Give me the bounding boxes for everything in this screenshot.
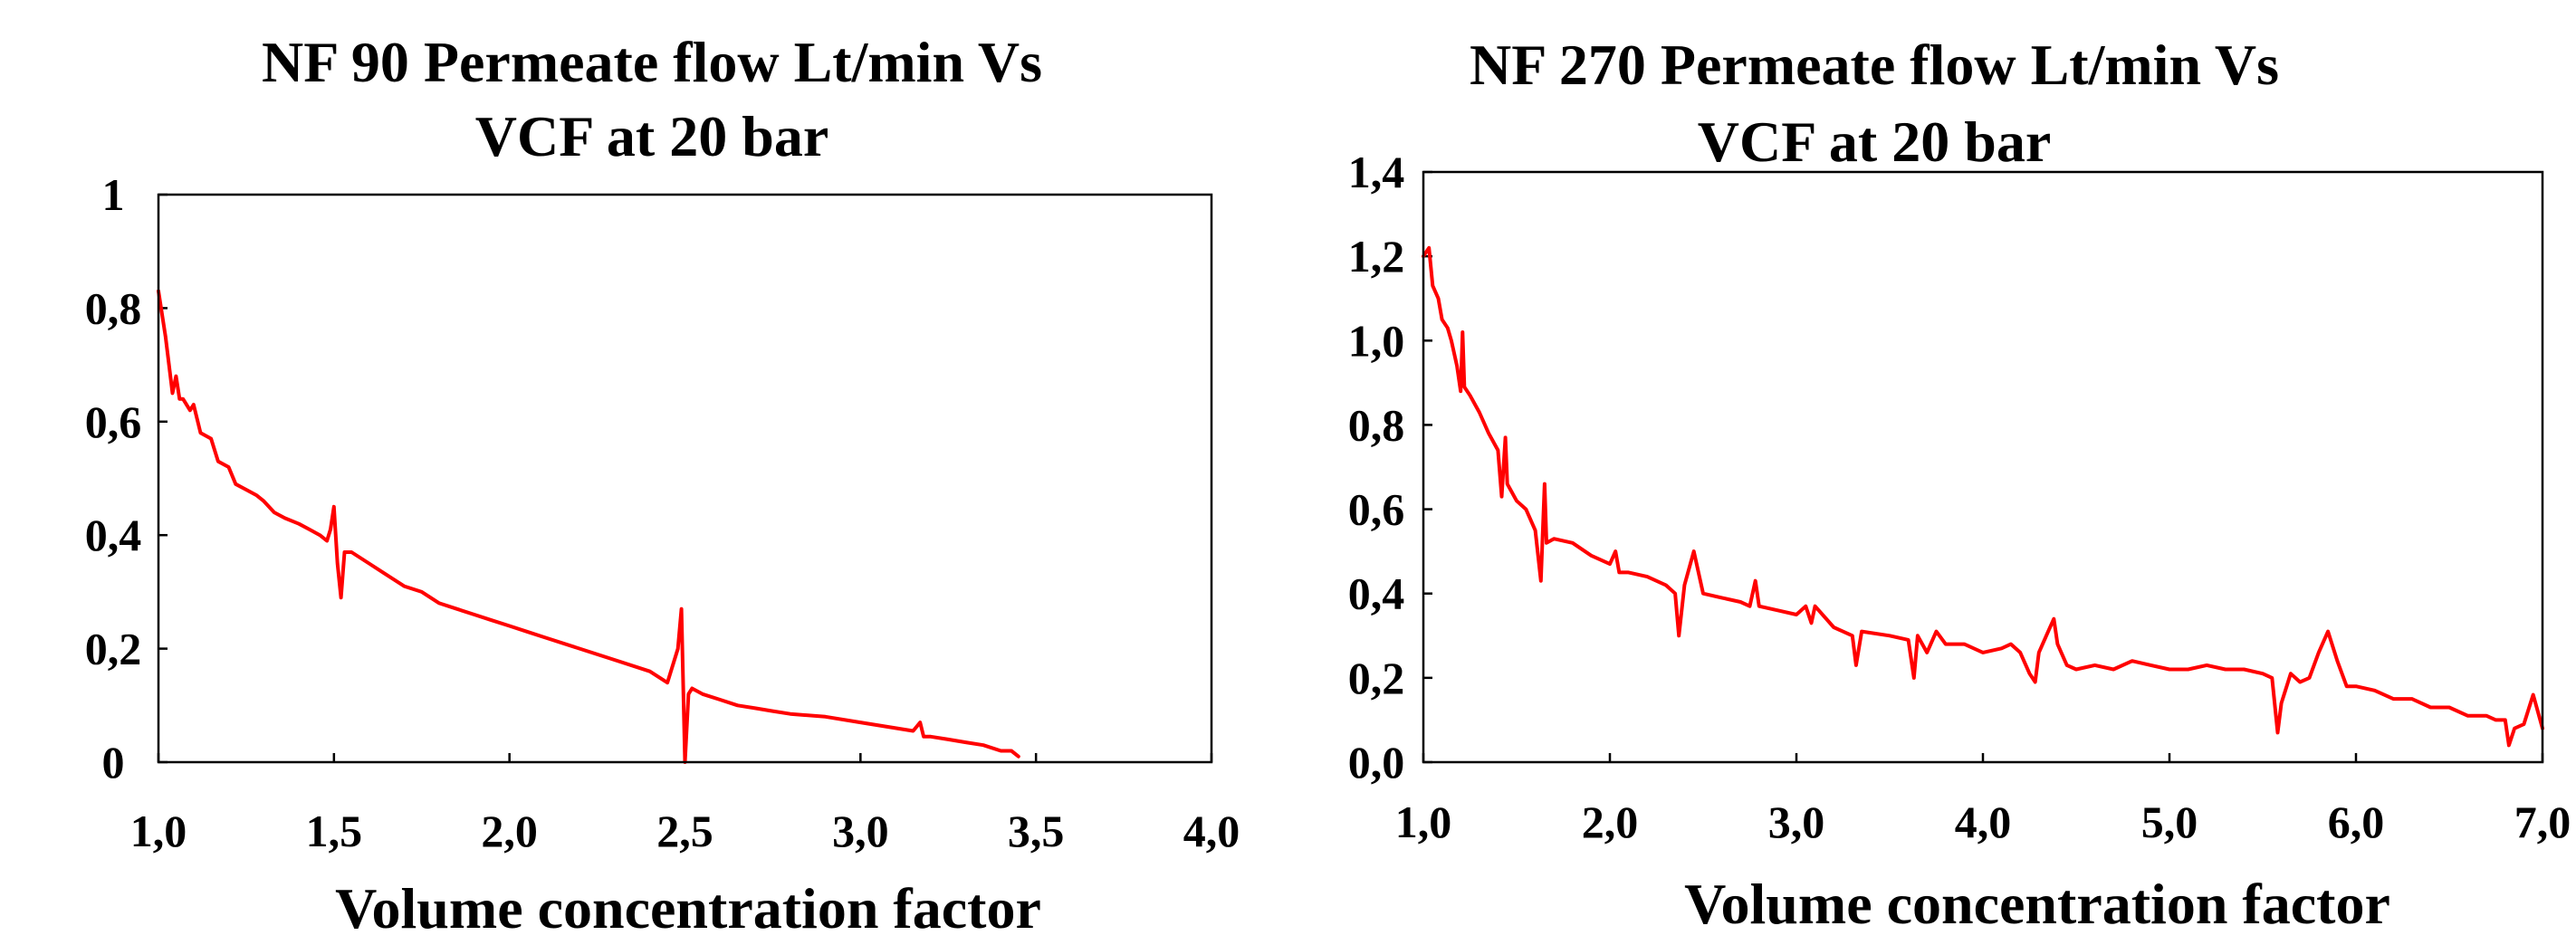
chart-title-line-2: VCF at 20 bar [475,104,828,168]
y-tick-label: 0,8 [85,282,142,333]
y-tick-label: 0,2 [85,624,142,674]
plot-frame [1422,170,2544,764]
x-tick-label: 1,0 [130,806,187,856]
x-tick-label: 4,0 [1955,797,2012,847]
y-tick-label: 0,6 [1348,484,1405,535]
y-tick-labels: 0,0 0,2 0,4 0,6 0,8 1,0 1,2 1,4 [1348,147,1405,788]
chart-title-line-1: NF 90 Permeate flow Lt/min Vs [262,30,1042,94]
chart-title-line-1: NF 270 Permeate flow Lt/min Vs [1470,33,2279,97]
tick-marks [1422,170,2544,764]
y-tick-label: 0,6 [85,396,142,447]
x-tick-label: 2,5 [656,806,713,856]
x-tick-label: 2,0 [1582,797,1639,847]
x-tick-label: 6,0 [2328,797,2385,847]
y-tick-label: 0,0 [1348,737,1405,788]
x-tick-label: 3,5 [1008,806,1065,856]
y-tick-label: 1,2 [1348,231,1405,282]
x-tick-labels: 1,0 2,0 3,0 4,0 5,0 6,0 7,0 [1395,797,2571,847]
x-tick-label: 4,0 [1183,806,1240,856]
y-tick-label: 1,4 [1348,147,1405,197]
chart-nf90: NF 90 Permeate flow Lt/min Vs VCF at 20 … [85,30,1240,940]
x-tick-label: 5,0 [2141,797,2198,847]
y-tick-labels: 0 0,2 0,4 0,6 0,8 1 [85,169,142,788]
chart-title-line-2: VCF at 20 bar [1698,110,2051,174]
y-tick-label: 0,8 [1348,399,1405,450]
tick-marks [157,193,1213,764]
y-tick-label: 1 [102,169,125,220]
x-tick-label: 1,0 [1395,797,1452,847]
y-tick-label: 0,2 [1348,653,1405,703]
series-line [1422,245,2544,748]
series-line [157,289,1020,764]
x-axis-label: Volume concentration factor [335,876,1041,940]
y-tick-label: 0 [102,737,125,788]
x-axis-label: Volume concentration factor [1684,872,2390,936]
y-tick-label: 0,4 [85,510,142,560]
x-tick-label: 1,5 [306,806,363,856]
x-tick-labels: 1,0 1,5 2,0 2,5 3,0 3,5 4,0 [130,806,1240,856]
y-tick-label: 0,4 [1348,568,1405,619]
x-tick-label: 3,0 [1768,797,1825,847]
x-tick-label: 3,0 [832,806,889,856]
x-tick-label: 7,0 [2514,797,2571,847]
y-tick-label: 1,0 [1348,315,1405,366]
plot-frame [157,193,1213,764]
x-tick-label: 2,0 [481,806,538,856]
chart-nf270: NF 270 Permeate flow Lt/min Vs VCF at 20… [1348,33,2571,936]
